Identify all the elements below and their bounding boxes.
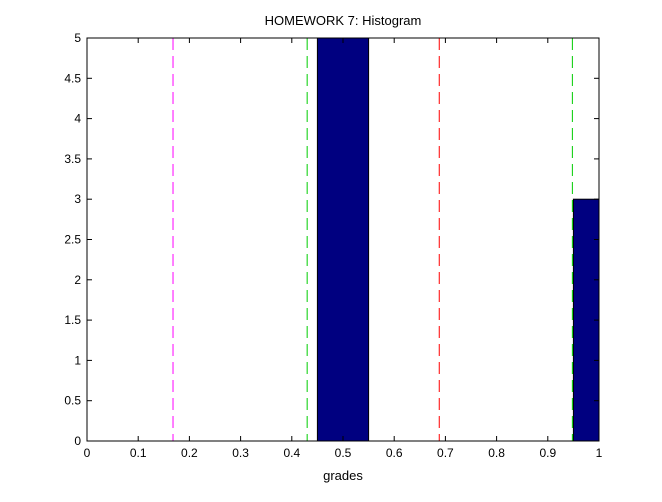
y-tick-label: 4.5 bbox=[64, 71, 81, 85]
y-tick-label: 0.5 bbox=[64, 394, 81, 408]
chart-title: HOMEWORK 7: Histogram bbox=[265, 13, 422, 28]
x-tick-label: 0 bbox=[84, 446, 91, 460]
x-tick-label: 0.6 bbox=[386, 446, 403, 460]
y-tick-label: 1.5 bbox=[64, 313, 81, 327]
x-axis-ticks: 0 0.1 0.2 0.3 0.4 0.5 0.6 0.7 0.8 0.9 1 bbox=[84, 38, 603, 460]
y-tick-label: 4 bbox=[74, 112, 81, 126]
x-tick-label: 0.3 bbox=[232, 446, 249, 460]
y-tick-label: 2.5 bbox=[64, 233, 81, 247]
y-tick-label: 5 bbox=[74, 31, 81, 45]
x-tick-label: 0.9 bbox=[539, 446, 556, 460]
y-axis-ticks: 0 0.5 1 1.5 2 2.5 3 3.5 4 4.5 5 bbox=[64, 31, 599, 448]
x-tick-label: 0.5 bbox=[335, 446, 352, 460]
x-tick-label: 1 bbox=[596, 446, 603, 460]
y-tick-label: 0 bbox=[74, 434, 81, 448]
y-tick-label: 1 bbox=[74, 353, 81, 367]
x-tick-label: 0.4 bbox=[283, 446, 300, 460]
x-tick-label: 0.8 bbox=[488, 446, 505, 460]
x-tick-label: 0.1 bbox=[130, 446, 147, 460]
x-tick-label: 0.7 bbox=[437, 446, 454, 460]
reference-lines-layer bbox=[172, 38, 573, 441]
histogram-bar-0 bbox=[316, 38, 370, 441]
y-tick-label: 2 bbox=[74, 273, 81, 287]
x-axis-label: grades bbox=[323, 468, 363, 483]
x-tick-label: 0.2 bbox=[181, 446, 198, 460]
y-tick-label: 3 bbox=[74, 192, 81, 206]
y-tick-label: 3.5 bbox=[64, 152, 81, 166]
